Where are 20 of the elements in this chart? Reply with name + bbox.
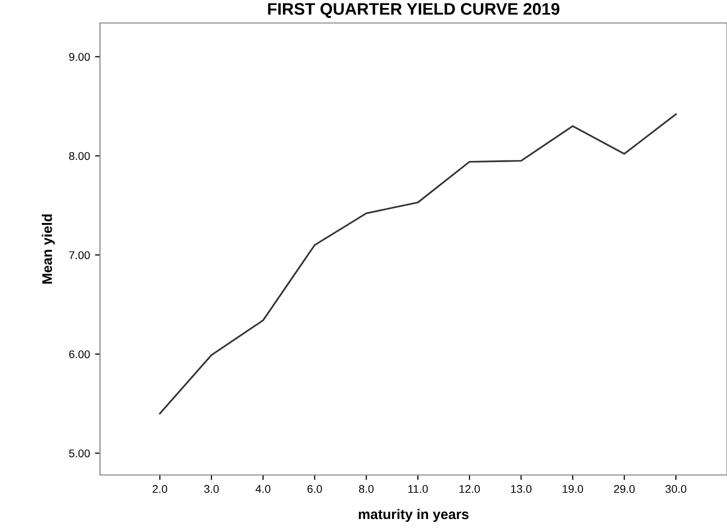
x-tick-label: 19.0 <box>562 485 584 493</box>
x-tick-label: 3.0 <box>204 485 219 493</box>
x-axis-title: maturity in years <box>358 508 469 522</box>
x-tick-label: 6.0 <box>308 485 322 493</box>
chart-title: FIRST QUARTER YIELD CURVE 2019 <box>268 3 560 18</box>
y-tick-label: 7.00 <box>69 251 90 260</box>
x-tick-label: 4.0 <box>256 485 270 493</box>
x-tick-label: 29.0 <box>614 485 635 493</box>
x-tick-label: 30.0 <box>666 485 686 493</box>
x-tick-label: 2.0 <box>152 485 168 493</box>
y-tick-label: 5.00 <box>69 449 90 458</box>
line-series <box>159 113 677 414</box>
y-axis-title: Mean yield <box>42 214 55 284</box>
y-tick-label: 8.00 <box>69 152 90 160</box>
x-tick-label: 13.0 <box>511 485 532 493</box>
y-tick-label: 6.00 <box>69 350 90 358</box>
x-tick-label: 8.0 <box>359 485 374 493</box>
x-tick-label: 11.0 <box>408 485 428 493</box>
y-tick-label: 9.00 <box>69 52 90 61</box>
x-tick-label: 12.0 <box>460 485 480 493</box>
